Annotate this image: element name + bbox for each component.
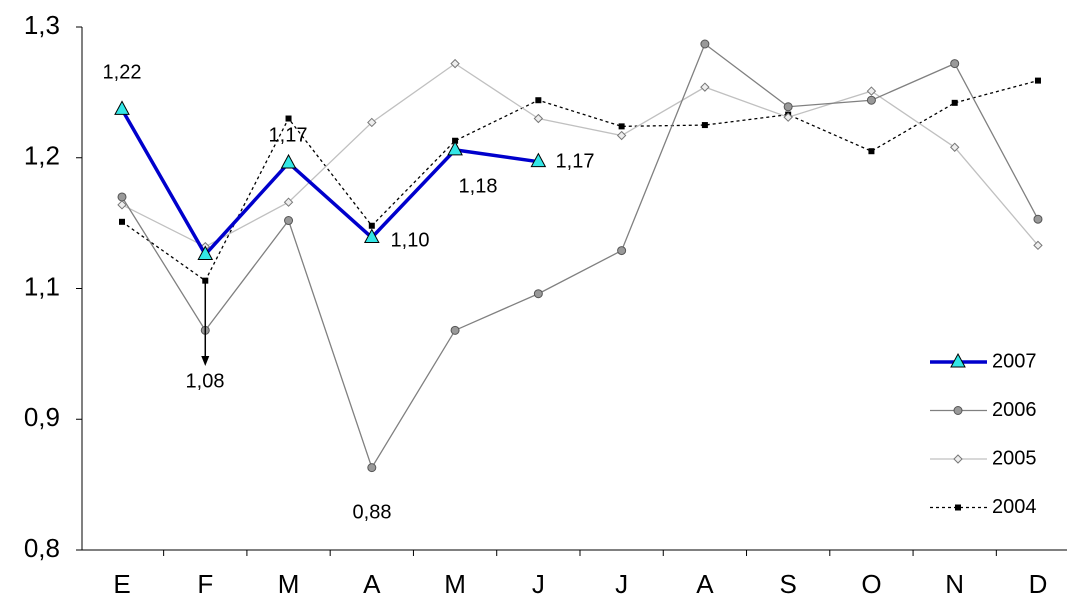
marker	[447, 140, 463, 156]
marker	[283, 197, 294, 207]
marker	[866, 86, 877, 96]
marker	[949, 142, 960, 152]
marker	[783, 112, 793, 122]
marker	[117, 200, 127, 210]
annotation: 1,18	[459, 175, 498, 197]
annotation: 1,22	[103, 61, 142, 83]
marker	[363, 228, 380, 244]
arrow-head	[201, 356, 210, 366]
marker	[700, 39, 710, 49]
x-tick-label: O	[861, 569, 881, 599]
marker	[450, 58, 460, 69]
series-line	[121, 62, 1039, 248]
marker	[119, 218, 125, 225]
y-tick-label: 1,1	[24, 271, 60, 301]
x-tick-label: M	[444, 569, 466, 599]
marker	[950, 59, 960, 69]
marker	[450, 325, 460, 335]
x-tick-label: E	[113, 569, 130, 599]
marker	[280, 153, 297, 169]
marker	[616, 130, 627, 141]
annotation: 1,17	[556, 150, 595, 172]
x-tick-label: D	[1029, 569, 1048, 599]
marker	[533, 289, 543, 299]
x-tick-label: M	[278, 569, 300, 599]
marker	[950, 352, 966, 368]
annotation: 1,10	[391, 229, 430, 251]
marker	[367, 117, 377, 128]
marker	[284, 216, 294, 226]
marker	[367, 463, 377, 473]
marker	[868, 148, 875, 155]
marker	[1033, 240, 1043, 251]
x-tick-label: S	[779, 569, 796, 599]
marker	[700, 82, 710, 92]
x-tick-label: N	[945, 569, 964, 599]
y-tick-label: 0,8	[24, 533, 60, 563]
marker	[866, 95, 876, 105]
marker	[368, 222, 375, 229]
marker	[533, 113, 544, 124]
marker	[452, 137, 459, 144]
marker	[617, 246, 627, 256]
x-tick-label: A	[363, 569, 381, 599]
marker	[1034, 77, 1041, 84]
marker	[114, 100, 130, 115]
y-tick-label: 0,9	[24, 402, 60, 432]
x-tick-label: J	[532, 569, 545, 599]
series-line	[120, 108, 539, 258]
legend-label: 2007	[992, 350, 1037, 372]
marker	[701, 122, 708, 129]
annotation: 1,08	[186, 370, 225, 392]
marker	[953, 454, 963, 464]
legend-label: 2004	[992, 496, 1037, 518]
marker	[955, 504, 961, 511]
marker	[197, 245, 214, 261]
annotation: 1,17	[269, 124, 308, 146]
marker	[783, 102, 793, 112]
x-tick-label: A	[696, 569, 714, 599]
marker	[117, 192, 127, 202]
marker	[953, 406, 963, 415]
marker	[1033, 214, 1043, 224]
series-line	[121, 42, 1039, 470]
x-tick-label: F	[197, 569, 213, 599]
legend-label: 2006	[992, 399, 1037, 421]
y-tick-label: 1,3	[24, 10, 60, 40]
legend-label: 2005	[992, 447, 1037, 469]
x-tick-label: J	[615, 569, 628, 599]
marker	[530, 152, 547, 168]
marker	[535, 97, 542, 104]
marker	[951, 99, 958, 106]
annotation: 0,88	[353, 501, 392, 523]
y-tick-label: 1,2	[24, 141, 60, 171]
marker	[618, 123, 625, 130]
marker	[285, 115, 292, 122]
series-line	[121, 79, 1039, 282]
